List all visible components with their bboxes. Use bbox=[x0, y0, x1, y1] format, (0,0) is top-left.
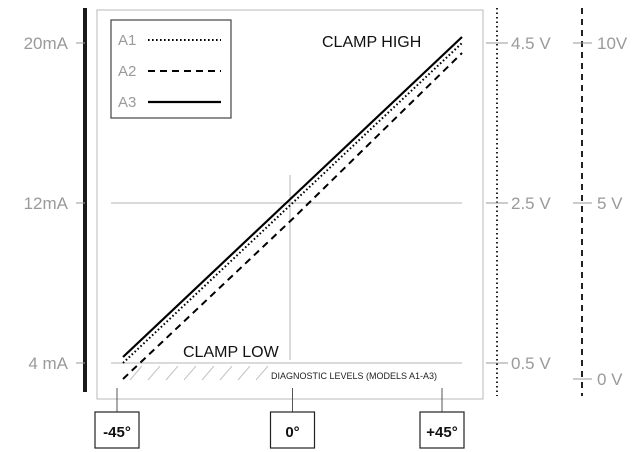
y-far-right-tick-label: 5 V bbox=[597, 194, 623, 213]
y-left-tick-label: 12mA bbox=[24, 194, 69, 213]
annotation-clamp-high: CLAMP HIGH bbox=[322, 34, 421, 51]
tick-layer: 20mA 12mA 4 mA 4.5 V 2.5 V 0.5 V 10V 5 V 0 V bbox=[24, 34, 628, 389]
annotation-diagnostic: DIAGNOSTIC LEVELS (MODELS A1-A3) bbox=[271, 371, 437, 381]
x-tick-label: +45° bbox=[426, 424, 457, 441]
legend-label-a2: A2 bbox=[118, 63, 136, 80]
series-line-a1 bbox=[122, 42, 463, 364]
y-far-right-tick-label: 0 V bbox=[597, 370, 623, 389]
y-left-tick-label: 20mA bbox=[24, 34, 69, 53]
x-tick-box bbox=[269, 411, 316, 449]
x-tick-box bbox=[94, 411, 140, 449]
y-far-right-tick-label: 10V bbox=[597, 34, 628, 53]
legend-layer: A1 A2 A3 bbox=[118, 32, 221, 111]
legend-label-a1: A1 bbox=[118, 32, 136, 49]
legend-label-a3: A3 bbox=[118, 94, 136, 111]
y-right-tick-label: 0.5 V bbox=[511, 354, 551, 373]
annotation-clamp-low: CLAMP LOW bbox=[183, 344, 280, 361]
y-right-tick-label: 4.5 V bbox=[511, 34, 551, 53]
series-line-a3 bbox=[122, 36, 463, 358]
plot-frame bbox=[96, 9, 484, 400]
x-tick-label: 0° bbox=[285, 424, 299, 441]
series-layer bbox=[122, 36, 463, 380]
y-left-tick-label: 4 mA bbox=[28, 354, 68, 373]
series-line-a2 bbox=[122, 52, 463, 380]
y-right-tick-label: 2.5 V bbox=[511, 194, 551, 213]
x-tick-box bbox=[419, 411, 465, 449]
x-tick-layer: -45° 0° +45° bbox=[94, 388, 465, 449]
diagnostic-hatch bbox=[129, 365, 269, 381]
x-tick-label: -45° bbox=[103, 424, 131, 441]
